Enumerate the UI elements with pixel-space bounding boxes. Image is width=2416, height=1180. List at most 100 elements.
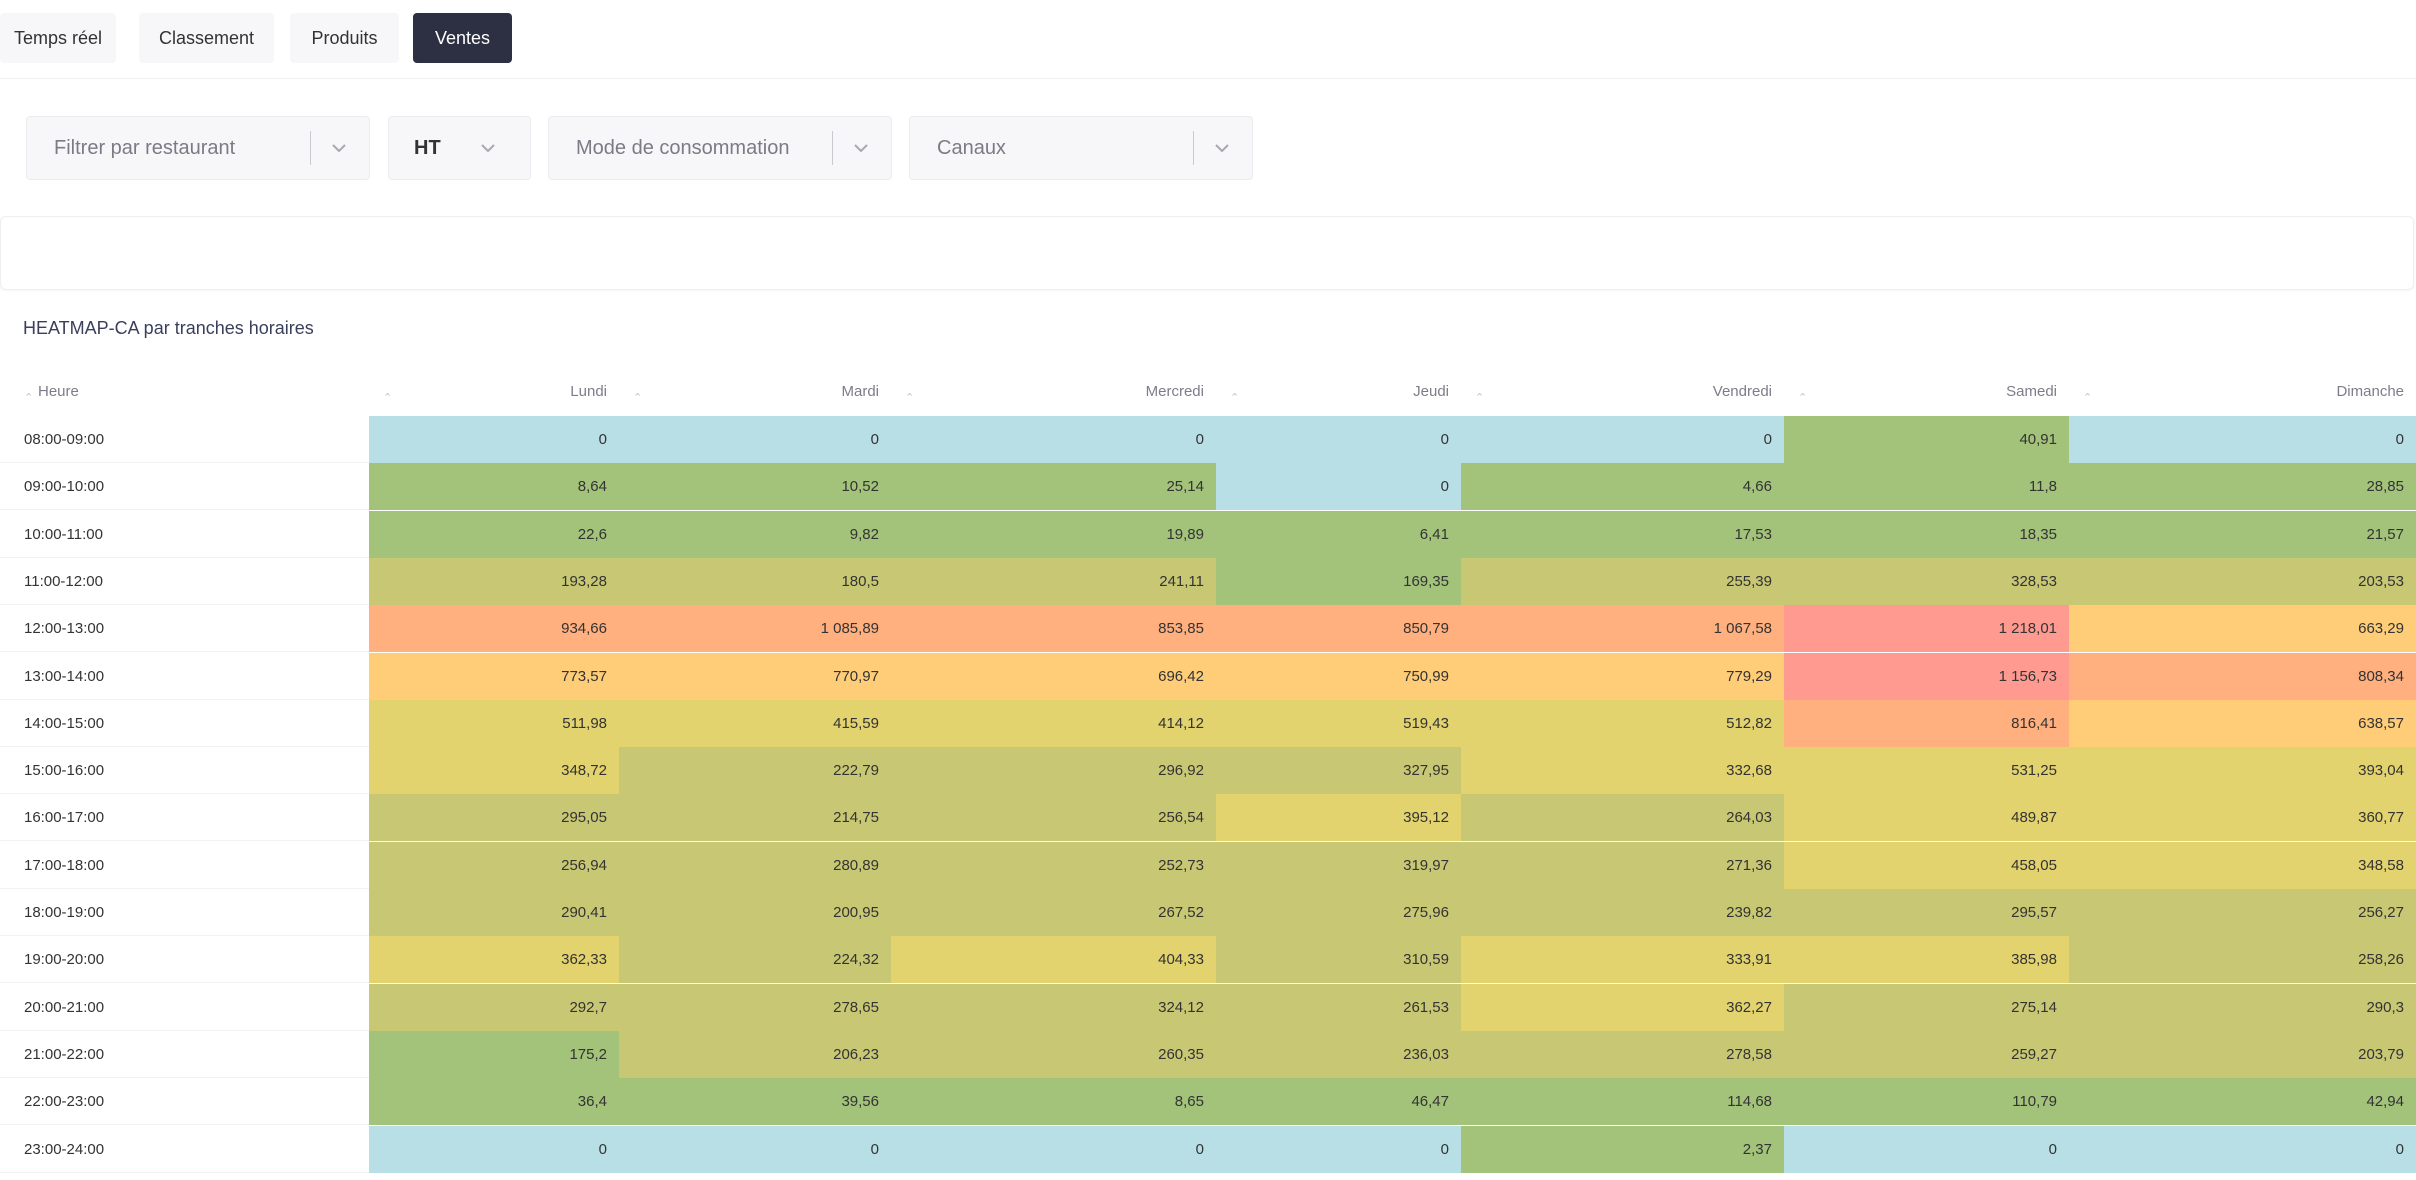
hour-label: 09:00-10:00 xyxy=(0,463,369,511)
hour-label: 17:00-18:00 xyxy=(0,841,369,889)
heatmap-cell: 193,28 xyxy=(369,557,619,605)
heatmap-cell: 180,5 xyxy=(619,557,891,605)
table-row: 12:00-13:00 934,66 1 085,89 853,85 850,79 1 0… xyxy=(0,605,2416,653)
heatmap-header-samedi[interactable]: ⌃ Samedi xyxy=(1784,372,2069,412)
chevron-down-icon[interactable] xyxy=(479,139,497,157)
heatmap-header-jeudi[interactable]: ⌃ Jeudi xyxy=(1216,372,1461,412)
heatmap-header-lundi[interactable]: ⌃ Lundi xyxy=(369,372,619,412)
table-row: 23:00-24:00 0 0 0 0 2,37 0 0 xyxy=(0,1125,2416,1173)
heatmap-header-label: Samedi xyxy=(2006,383,2057,400)
heatmap-cell: 393,04 xyxy=(2069,747,2416,795)
tab-produits[interactable]: Produits xyxy=(290,13,399,63)
heatmap-cell: 256,94 xyxy=(369,841,619,889)
heatmap-cell: 21,57 xyxy=(2069,510,2416,558)
chevron-down-icon[interactable] xyxy=(852,139,870,157)
heatmap-cell: 290,3 xyxy=(2069,983,2416,1031)
heatmap-cell: 531,25 xyxy=(1784,747,2069,795)
heatmap-cell: 22,6 xyxy=(369,510,619,558)
heatmap-cell: 779,29 xyxy=(1461,652,1784,700)
heatmap-cell: 42,94 xyxy=(2069,1078,2416,1126)
heatmap-cell: 114,68 xyxy=(1461,1078,1784,1126)
channels-select[interactable]: Canaux xyxy=(909,116,1253,180)
heatmap-cell: 222,79 xyxy=(619,747,891,795)
heatmap-cell: 4,66 xyxy=(1461,463,1784,511)
table-row: 13:00-14:00 773,57 770,97 696,42 750,99 779,2… xyxy=(0,652,2416,700)
heatmap-header-mercredi[interactable]: ⌃ Mercredi xyxy=(891,372,1216,412)
heatmap-cell: 267,52 xyxy=(891,889,1216,936)
table-row: 09:00-10:00 8,64 10,52 25,14 0 4,66 11,8 28,85 xyxy=(0,463,2416,511)
tab-classement[interactable]: Classement xyxy=(139,13,274,63)
table-row: 15:00-16:00 348,72 222,79 296,92 327,95 332,6… xyxy=(0,747,2416,795)
heatmap-cell: 256,54 xyxy=(891,794,1216,842)
heatmap-cell: 256,27 xyxy=(2069,889,2416,936)
heatmap-cell: 169,35 xyxy=(1216,557,1461,605)
heatmap-cell: 415,59 xyxy=(619,699,891,747)
hour-label: 12:00-13:00 xyxy=(0,605,369,653)
sort-caret-icon[interactable]: ⌃ xyxy=(24,392,34,404)
heatmap-cell: 348,72 xyxy=(369,747,619,795)
tab-bar: Temps réel Classement Produits Ventes xyxy=(0,13,2416,63)
heatmap-cell: 255,39 xyxy=(1461,557,1784,605)
chevron-down-icon[interactable] xyxy=(330,139,348,157)
table-row: 22:00-23:00 36,4 39,56 8,65 46,47 114,68 110,7… xyxy=(0,1078,2416,1126)
heatmap-cell: 770,97 xyxy=(619,652,891,700)
heatmap-cell: 39,56 xyxy=(619,1078,891,1126)
empty-panel xyxy=(0,216,2414,290)
heatmap-cell: 458,05 xyxy=(1784,841,2069,889)
heatmap-header-label: Heure xyxy=(38,383,79,400)
heatmap-cell: 18,35 xyxy=(1784,510,2069,558)
hour-label: 16:00-17:00 xyxy=(0,794,369,842)
heatmap-cell: 290,41 xyxy=(369,889,619,936)
sort-caret-icon[interactable]: ⌃ xyxy=(383,392,393,404)
sort-caret-icon[interactable]: ⌃ xyxy=(1230,392,1240,404)
hour-label: 11:00-12:00 xyxy=(0,557,369,605)
tab-temps-reel[interactable]: Temps réel xyxy=(0,13,116,63)
heatmap-header-label: Lundi xyxy=(570,383,607,400)
heatmap-cell: 327,95 xyxy=(1216,747,1461,795)
heatmap-header-mardi[interactable]: ⌃ Mardi xyxy=(619,372,891,412)
heatmap-cell: 261,53 xyxy=(1216,983,1461,1031)
heatmap-cell: 203,53 xyxy=(2069,557,2416,605)
heatmap-cell: 332,68 xyxy=(1461,747,1784,795)
heatmap-cell: 511,98 xyxy=(369,699,619,747)
heatmap-cell: 348,58 xyxy=(2069,841,2416,889)
table-row: 21:00-22:00 175,2 206,23 260,35 236,03 278,58… xyxy=(0,1030,2416,1078)
heatmap-cell: 239,82 xyxy=(1461,889,1784,936)
heatmap-cell: 1 156,73 xyxy=(1784,652,2069,700)
heatmap-cell: 310,59 xyxy=(1216,936,1461,984)
chevron-down-icon[interactable] xyxy=(1213,139,1231,157)
heatmap-cell: 808,34 xyxy=(2069,652,2416,700)
table-row: 16:00-17:00 295,05 214,75 256,54 395,12 264,0… xyxy=(0,794,2416,842)
heatmap-cell: 853,85 xyxy=(891,605,1216,653)
heatmap-cell: 295,57 xyxy=(1784,889,2069,936)
sort-caret-icon[interactable]: ⌃ xyxy=(633,392,643,404)
table-row: 20:00-21:00 292,7 278,65 324,12 261,53 362,27… xyxy=(0,983,2416,1031)
heatmap-header-dimanche[interactable]: ⌃ Dimanche xyxy=(2069,372,2416,412)
heatmap-cell: 2,37 xyxy=(1461,1125,1784,1173)
heatmap-cell: 8,64 xyxy=(369,463,619,511)
tab-ventes[interactable]: Ventes xyxy=(413,13,512,63)
tax-mode-select[interactable]: HT xyxy=(388,116,531,180)
heatmap-cell: 278,58 xyxy=(1461,1030,1784,1078)
heatmap-cell: 175,2 xyxy=(369,1030,619,1078)
sort-caret-icon[interactable]: ⌃ xyxy=(1475,392,1485,404)
table-row: 11:00-12:00 193,28 180,5 241,11 169,35 255,39… xyxy=(0,557,2416,605)
heatmap-cell: 489,87 xyxy=(1784,794,2069,842)
heatmap-title: HEATMAP-CA par tranches horaires xyxy=(23,318,314,338)
heatmap-cell: 638,57 xyxy=(2069,699,2416,747)
consumption-mode-select[interactable]: Mode de consommation xyxy=(548,116,892,180)
sort-caret-icon[interactable]: ⌃ xyxy=(1798,392,1808,404)
heatmap-header-label: Dimanche xyxy=(2336,383,2404,400)
heatmap-cell: 395,12 xyxy=(1216,794,1461,842)
sort-caret-icon[interactable]: ⌃ xyxy=(905,392,915,404)
heatmap-cell: 206,23 xyxy=(619,1030,891,1078)
heatmap-header-heure[interactable]: ⌃ Heure xyxy=(0,372,369,412)
heatmap-header-vendredi[interactable]: ⌃ Vendredi xyxy=(1461,372,1784,412)
heatmap-cell: 258,26 xyxy=(2069,936,2416,984)
heatmap-cell: 0 xyxy=(1216,463,1461,511)
channels-placeholder: Canaux xyxy=(937,137,1006,159)
sort-caret-icon[interactable]: ⌃ xyxy=(2083,392,2093,404)
table-row: 19:00-20:00 362,33 224,32 404,33 310,59 333,9… xyxy=(0,936,2416,984)
restaurant-filter-select[interactable]: Filtrer par restaurant xyxy=(26,116,370,180)
heatmap-cell: 0 xyxy=(1216,1125,1461,1173)
